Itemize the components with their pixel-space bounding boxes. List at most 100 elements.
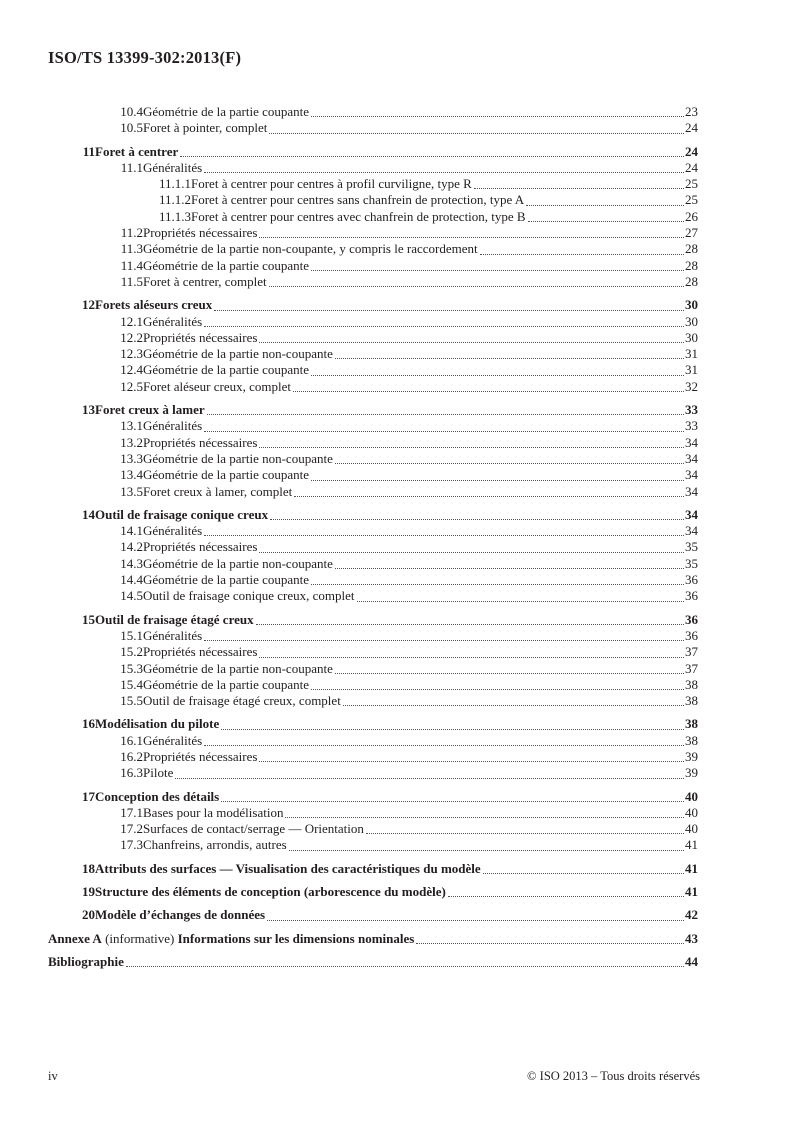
toc-entry: 18 Attributs des surfaces — Visualisatio… [48, 861, 698, 877]
toc-entry: 11.1.1 Foret à centrer pour centres à pr… [48, 176, 698, 192]
toc-entry-number: 11.1.2 [158, 192, 191, 208]
toc-entry-number: 18 [82, 860, 95, 876]
dot-leader [526, 204, 684, 206]
toc-entry-page: 41 [685, 884, 698, 900]
toc-entry-title: Propriétés nécessaires [143, 644, 258, 660]
dot-leader [365, 833, 684, 835]
dot-leader [311, 116, 684, 118]
dot-leader [334, 358, 684, 360]
toc-entry-page: 34 [685, 450, 698, 466]
toc-entry: 13.2 Propriétés nécessaires 34 [48, 435, 698, 451]
toc-entry-title: Géométrie de la partie coupante [143, 257, 310, 273]
toc-entry: 15.3 Géométrie de la partie non-coupante… [48, 661, 698, 677]
toc-entry: 16.2 Propriétés nécessaires 39 [48, 749, 698, 765]
toc-entry: Annexe A (informative) Informations sur … [48, 931, 698, 947]
toc-entry-title: Propriétés nécessaires [143, 329, 258, 345]
dot-leader [482, 873, 684, 875]
toc-entry: 10.5 Foret à pointer, complet 24 [48, 120, 698, 136]
toc-entry-title: Outil de fraisage conique creux [95, 506, 269, 522]
toc-entry: 11.3 Géométrie de la partie non-coupante… [48, 241, 698, 257]
dot-leader [311, 689, 684, 691]
toc-entry-title: Géométrie de la partie coupante [143, 362, 310, 378]
dot-leader [473, 188, 684, 190]
toc-entry: 11.1.3 Foret à centrer pour centres avec… [48, 209, 698, 225]
dot-leader [293, 391, 684, 393]
toc-entry-page: 31 [685, 346, 698, 362]
toc-entry: 13.1 Généralités 33 [48, 418, 698, 434]
toc-entry-page: 30 [685, 297, 698, 313]
table-of-contents: 10.4 Géométrie de la partie coupante 23 … [48, 104, 698, 970]
toc-entry: 12.4 Géométrie de la partie coupante 31 [48, 362, 698, 378]
toc-entry-title: Foret à centrer pour centres sans chanfr… [191, 192, 525, 208]
toc-entry: 16.3 Pilote 39 [48, 765, 698, 781]
toc-entry-title: Outil de fraisage étagé creux [95, 611, 254, 627]
toc-entry: 15.5 Outil de fraisage étagé creux, comp… [48, 693, 698, 709]
toc-entry: 19 Structure des éléments de conception … [48, 884, 698, 900]
toc-entry-title: Foret à centrer [95, 143, 179, 159]
toc-entry-title: Attributs des surfaces — Visualisation d… [95, 860, 481, 876]
toc-entry-number: 16 [82, 716, 95, 732]
toc-entry: 14.1 Généralités 34 [48, 523, 698, 539]
toc-entry-title: Modèle d’échanges de données [95, 907, 266, 923]
toc-entry-number: 13.4 [120, 467, 143, 483]
toc-entry-page: 30 [685, 329, 698, 345]
dot-leader [269, 132, 684, 134]
toc-entry-page: 35 [685, 539, 698, 555]
dot-leader [311, 374, 684, 376]
dot-leader [259, 551, 684, 553]
toc-entry-number: 15.4 [120, 676, 143, 692]
dot-leader [334, 568, 684, 570]
dot-leader [125, 966, 684, 968]
toc-entry-title: Pilote [143, 765, 174, 781]
toc-entry-title: Bases pour la modélisation [143, 804, 284, 820]
toc-entry-number: 15.2 [120, 644, 143, 660]
toc-entry-title: Forets aléseurs creux [95, 297, 213, 313]
toc-entry-number: 12 [82, 297, 95, 313]
toc-entry: 16 Modélisation du pilote 38 [48, 716, 698, 732]
toc-entry: Bibliographie 44 [48, 954, 698, 970]
toc-entry: 12.2 Propriétés nécessaires 30 [48, 330, 698, 346]
toc-entry-number: 17 [82, 788, 95, 804]
toc-entry-number: 11 [82, 143, 95, 159]
toc-entry-number: 12.3 [120, 346, 143, 362]
toc-entry-title: Structure des éléments de conception (ar… [95, 884, 446, 900]
page-footer: iv © ISO 2013 – Tous droits réservés [48, 1069, 700, 1084]
toc-entry-page: 30 [685, 313, 698, 329]
toc-entry-number: 13.1 [120, 418, 143, 434]
toc-entry-page: 33 [685, 418, 698, 434]
dot-leader [527, 221, 684, 223]
toc-entry-page: 38 [685, 716, 698, 732]
toc-entry-page: 32 [685, 378, 698, 394]
dot-leader [268, 286, 684, 288]
toc-entry-title: Foret à centrer, complet [143, 273, 267, 289]
toc-entry: 14.5 Outil de fraisage conique creux, co… [48, 588, 698, 604]
toc-entry: 15.2 Propriétés nécessaires 37 [48, 644, 698, 660]
toc-entry-number: 17.3 [120, 837, 143, 853]
toc-entry-number: 15.3 [120, 660, 143, 676]
toc-entry-number: 13 [82, 402, 95, 418]
toc-entry: 20 Modèle d’échanges de données 42 [48, 907, 698, 923]
dot-leader [356, 600, 684, 602]
toc-entry-page: 39 [685, 748, 698, 764]
toc-entry-title: Outil de fraisage conique creux, complet [143, 588, 355, 604]
dot-leader [267, 919, 684, 921]
toc-entry-page: 34 [685, 506, 698, 522]
toc-entry: 13.5 Foret creux à lamer, complet 34 [48, 484, 698, 500]
toc-entry-page: 25 [685, 176, 698, 192]
toc-entry-page: 38 [685, 676, 698, 692]
toc-entry-page: 36 [685, 611, 698, 627]
toc-entry-title: Foret creux à lamer [95, 402, 205, 418]
toc-entry-title: Foret à centrer pour centres à profil cu… [191, 176, 472, 192]
toc-entry: 17.3 Chanfreins, arrondis, autres 41 [48, 837, 698, 853]
toc-entry: 14.3 Géométrie de la partie non-coupante… [48, 556, 698, 572]
dot-leader [259, 237, 684, 239]
toc-entry-page: 44 [685, 953, 698, 969]
toc-entry-page: 34 [685, 434, 698, 450]
dot-leader [285, 817, 684, 819]
toc-entry-page: 34 [685, 523, 698, 539]
dot-leader [342, 705, 684, 707]
toc-entry-title: Géométrie de la partie coupante [143, 467, 310, 483]
toc-entry-page: 37 [685, 660, 698, 676]
toc-entry-page: 28 [685, 273, 698, 289]
toc-entry-number: 17.2 [120, 821, 143, 837]
